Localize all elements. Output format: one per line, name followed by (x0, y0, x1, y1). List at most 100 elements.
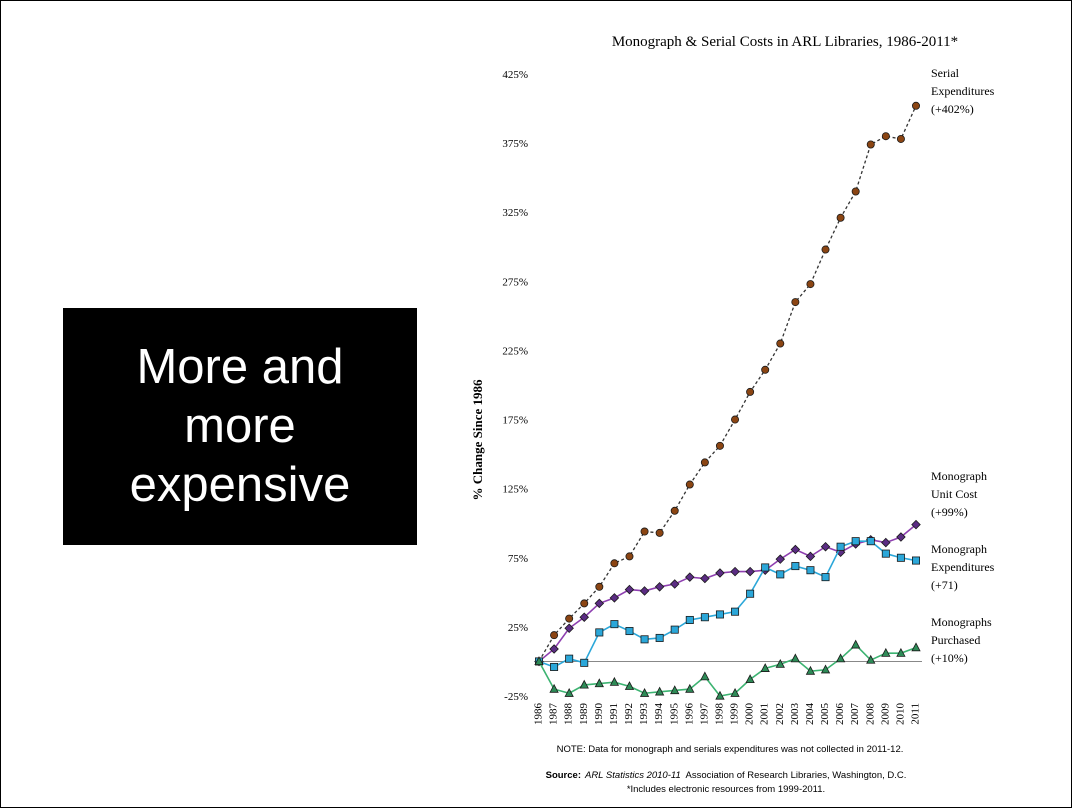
callout-box: More and more expensive (63, 308, 417, 545)
x-tick-label: 2010 (894, 703, 906, 726)
data-point (790, 653, 801, 663)
data-point (654, 582, 665, 592)
data-point (866, 140, 875, 149)
data-point (836, 542, 845, 551)
data-point (746, 589, 755, 598)
x-tick-label: 1986 (533, 703, 545, 726)
data-point (715, 610, 724, 619)
data-point (730, 566, 740, 577)
data-point (700, 671, 710, 681)
data-point (805, 665, 816, 675)
data-point (610, 559, 619, 568)
x-tick-label: 2000 (744, 703, 756, 726)
series-0 (535, 101, 921, 666)
data-point (836, 213, 845, 222)
x-tick-label: 2008 (864, 703, 876, 726)
data-point (640, 635, 649, 644)
data-point (911, 642, 921, 652)
data-point (534, 656, 544, 666)
source-org: Association of Research Libraries, Washi… (681, 770, 907, 781)
data-point (549, 683, 559, 693)
data-point (851, 187, 860, 196)
data-point (866, 537, 875, 546)
data-point (896, 532, 906, 542)
y-tick-label: 125% (502, 484, 528, 496)
chart-footnote: *Includes electronic resources from 1999… (627, 784, 825, 795)
data-point (775, 554, 786, 564)
x-tick-label: 1997 (698, 703, 710, 726)
data-point (594, 678, 604, 688)
data-point (625, 627, 634, 636)
data-point (745, 674, 755, 684)
data-point (685, 615, 694, 624)
data-point (624, 681, 635, 690)
data-point (896, 134, 905, 143)
data-point (624, 584, 635, 595)
y-tick-label: 75% (508, 553, 528, 565)
data-point (595, 582, 604, 591)
chart-note: NOTE: Data for monograph and serials exp… (557, 744, 904, 755)
data-point (579, 612, 590, 622)
x-tick-label: 1991 (608, 703, 620, 725)
data-point (912, 556, 921, 565)
data-point (851, 639, 861, 649)
data-point (579, 679, 589, 689)
data-point (565, 614, 574, 623)
x-tick-label: 2007 (849, 703, 861, 726)
x-tick-label: 2006 (834, 703, 846, 726)
data-point (806, 280, 815, 289)
y-tick-label: 25% (508, 622, 528, 634)
chart-title: Monograph & Serial Costs in ARL Librarie… (612, 34, 958, 50)
chart-source: Source: ARL Statistics 2010-11 Associatio… (546, 770, 907, 781)
series-1 (534, 519, 921, 667)
data-point (565, 654, 574, 663)
series-label: Monographs Purchased (+10%) (931, 615, 992, 665)
x-tick-label: 1987 (548, 703, 560, 726)
y-axis-label: % Change Since 1986 (470, 379, 485, 500)
y-tick-label: 325% (502, 207, 528, 219)
data-point (655, 528, 664, 537)
x-tick-label: 1990 (593, 703, 605, 726)
y-tick-label: 375% (502, 138, 528, 150)
x-tick-label: 2004 (804, 703, 816, 726)
data-point (655, 633, 664, 642)
data-point (791, 562, 800, 571)
series-label: Serial Expenditures (+402%) (931, 66, 995, 116)
x-tick-label: 2005 (819, 703, 831, 726)
x-tick-label: 1989 (578, 703, 590, 726)
x-tick-label: 2003 (789, 703, 801, 726)
data-point (760, 663, 770, 672)
data-point (776, 570, 785, 579)
data-point (731, 415, 740, 424)
data-point (700, 613, 709, 622)
data-point (580, 599, 589, 608)
data-point (775, 658, 785, 668)
data-point (685, 480, 694, 489)
data-point (715, 568, 725, 578)
data-point (761, 563, 770, 572)
x-tick-label: 1998 (713, 703, 725, 726)
data-point (654, 686, 665, 696)
data-point (670, 506, 679, 515)
source-label: Source: (546, 770, 581, 781)
data-point (610, 620, 619, 629)
data-point (564, 623, 574, 634)
data-point (820, 541, 831, 552)
data-point (791, 298, 800, 307)
data-point (896, 553, 905, 562)
data-point (669, 579, 680, 589)
data-point (866, 654, 876, 664)
data-point (881, 132, 890, 141)
data-point (881, 647, 891, 657)
x-tick-label: 1992 (623, 703, 635, 725)
data-point (670, 625, 679, 634)
data-point (625, 552, 634, 561)
data-point (746, 387, 755, 396)
data-point (595, 628, 604, 637)
data-point (761, 365, 770, 374)
data-point (685, 572, 695, 582)
data-point (715, 690, 725, 700)
data-point (594, 598, 605, 609)
data-point (912, 101, 921, 110)
